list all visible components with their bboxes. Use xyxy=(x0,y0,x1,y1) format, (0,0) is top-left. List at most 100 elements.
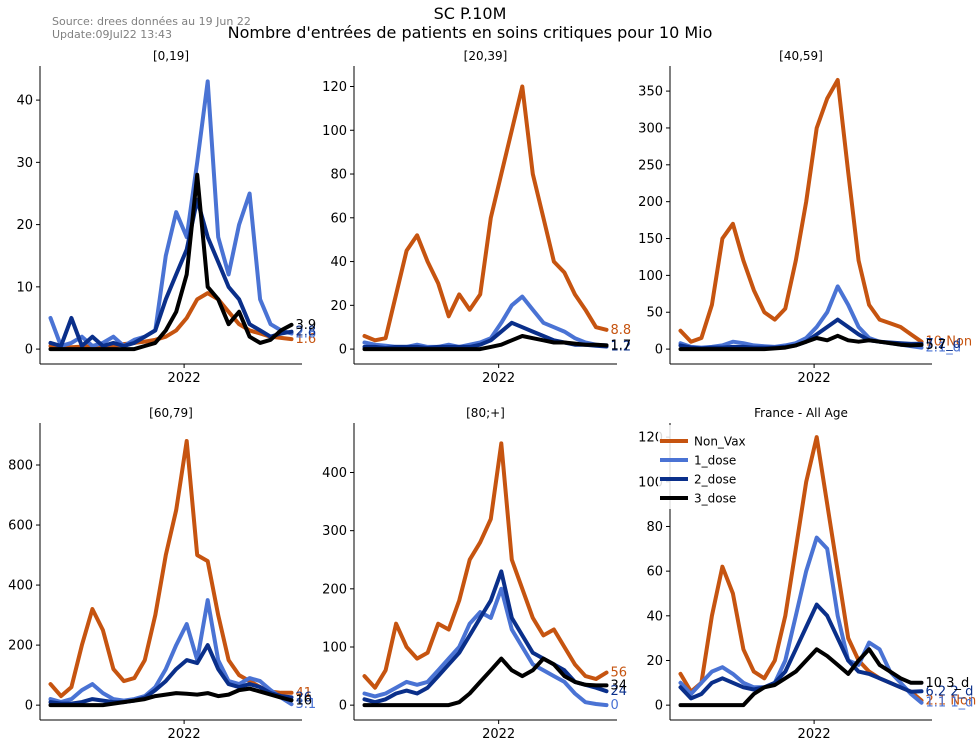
legend-label: 2_dose xyxy=(694,473,736,487)
y-tick-label: 100 xyxy=(638,269,663,284)
figure-title: SC P.10M xyxy=(434,4,507,23)
y-tick-label: 60 xyxy=(330,211,347,226)
source-text: Source: drees données au 19 Jun 22 xyxy=(52,15,251,28)
y-tick-label: 0 xyxy=(339,343,347,358)
y-tick-label: 40 xyxy=(646,609,663,624)
y-tick-label: 0 xyxy=(655,343,663,358)
y-tick-label: 400 xyxy=(8,579,33,594)
end-label-2-dose: 7.2_d xyxy=(926,337,961,352)
series-line-2-dose xyxy=(678,602,924,701)
y-tick-label: 100 xyxy=(322,640,347,655)
legend-label: 1_dose xyxy=(694,454,736,468)
y-tick-label: 600 xyxy=(8,519,33,534)
end-label-2-dose: 26 xyxy=(296,690,313,705)
y-tick-label: 150 xyxy=(638,232,663,247)
x-tick-label: 2022 xyxy=(482,371,515,386)
end-label-1-dose: 0 xyxy=(610,698,618,713)
series-line-3-dose xyxy=(678,333,924,352)
y-tick-label: 200 xyxy=(8,639,33,654)
y-tick-label: 10 xyxy=(16,280,33,295)
y-tick-label: 100 xyxy=(638,475,663,490)
panel-title: [20,39] xyxy=(464,49,508,63)
y-tick-label: 60 xyxy=(646,565,663,580)
y-tick-label: 40 xyxy=(330,255,347,270)
x-tick-label: 2022 xyxy=(168,371,201,386)
series-line-2-dose xyxy=(362,569,609,705)
series-line-1-dose xyxy=(362,586,609,708)
y-tick-label: 80 xyxy=(646,520,663,535)
x-tick-label: 2022 xyxy=(798,371,831,386)
legend-label: Non_Vax xyxy=(694,435,746,449)
end-label-3-dose: 5.7 xyxy=(926,338,947,353)
end-label-1-dose: 3.1 xyxy=(296,697,317,712)
end-label-3-dose: 1.7 xyxy=(610,338,631,353)
x-tick-label: 2022 xyxy=(798,727,831,742)
end-label-non-vax: 1.6 xyxy=(296,332,317,347)
y-tick-label: 0 xyxy=(339,699,347,714)
series-line-3-dose xyxy=(48,172,294,352)
y-tick-label: 200 xyxy=(638,195,663,210)
chart-panels: 0 10 20 30 40 2022 [0,19] 1.62.62.83.9 0 20 40 60 80… xyxy=(8,49,976,742)
y-tick-label: 120 xyxy=(638,431,663,446)
end-label-non-vax: 56 xyxy=(610,666,627,681)
chart-panel-6: 0 20 40 60 80 100 120 2022 France - All Age 2.1 N… xyxy=(638,406,976,742)
series-line-1-dose xyxy=(48,79,294,348)
figure-subtitle: Nombre d'entrées de patients en soins cr… xyxy=(228,23,713,42)
panel-title: [60,79] xyxy=(149,406,193,420)
end-label-1-dose: 1.1 1_d xyxy=(926,696,974,711)
y-tick-label: 120 xyxy=(322,80,347,95)
end-label-2-dose: 1.2 xyxy=(610,339,631,354)
end-label-3-dose: 10 3_d xyxy=(926,676,970,691)
y-tick-label: 250 xyxy=(638,158,663,173)
y-tick-label: 350 xyxy=(638,85,663,100)
series-line-non-vax xyxy=(362,84,609,343)
end-label-2-dose: 2.8 xyxy=(296,325,317,340)
chart-panel-3: 0 50 100 150 200 250 300 350 2022 [40,59] 10 Non2.… xyxy=(638,49,972,386)
series-line-3-dose xyxy=(362,656,609,708)
y-tick-label: 30 xyxy=(16,156,33,171)
end-label-non-vax: 8.8 xyxy=(610,323,631,338)
series-line-non-vax xyxy=(48,439,294,699)
y-tick-label: 20 xyxy=(646,654,663,669)
series-line-non-vax xyxy=(362,441,609,690)
panel-title: [80;+] xyxy=(466,406,505,420)
x-tick-label: 2022 xyxy=(482,727,515,742)
y-tick-label: 300 xyxy=(638,121,663,136)
y-tick-label: 80 xyxy=(330,168,347,183)
panel-title: [0,19] xyxy=(153,49,189,63)
panel-title: [40,59] xyxy=(779,49,823,63)
y-tick-label: 0 xyxy=(655,699,663,714)
series-line-1-dose xyxy=(48,598,294,707)
y-tick-label: 40 xyxy=(16,94,33,109)
end-label-3-dose: 16 xyxy=(296,693,313,708)
series-line-3-dose xyxy=(678,647,924,708)
end-label-3-dose: 34 xyxy=(610,678,627,693)
legend-label: 3_dose xyxy=(694,492,736,506)
series-line-2-dose xyxy=(48,197,294,348)
series-line-1-dose xyxy=(362,294,609,349)
y-tick-label: 100 xyxy=(322,124,347,139)
y-tick-label: 50 xyxy=(646,306,663,321)
legend: Non_Vax 1_dose 2_dose 3_dose xyxy=(658,425,758,509)
y-tick-label: 400 xyxy=(322,466,347,481)
y-tick-label: 800 xyxy=(8,458,33,473)
end-label-1-dose: 2.1_d xyxy=(926,341,961,356)
end-label-non-vax: 2.1 Non xyxy=(926,693,977,708)
y-tick-label: 200 xyxy=(322,582,347,597)
series-line-1-dose xyxy=(678,535,924,705)
end-label-1-dose: 1.7 xyxy=(610,338,631,353)
y-tick-label: 300 xyxy=(322,524,347,539)
chart-panel-1: 0 10 20 30 40 2022 [0,19] 1.62.62.83.9 xyxy=(16,49,316,386)
y-tick-label: 20 xyxy=(16,218,33,233)
series-line-3-dose xyxy=(362,334,609,352)
end-label-3-dose: 3.9 xyxy=(296,318,317,333)
series-line-2-dose xyxy=(48,643,294,706)
x-tick-label: 2022 xyxy=(168,727,201,742)
y-tick-label: 0 xyxy=(25,699,33,714)
end-label-2-dose: 6.2 2_d xyxy=(926,684,974,699)
end-label-1-dose: 2.6 xyxy=(296,327,317,342)
